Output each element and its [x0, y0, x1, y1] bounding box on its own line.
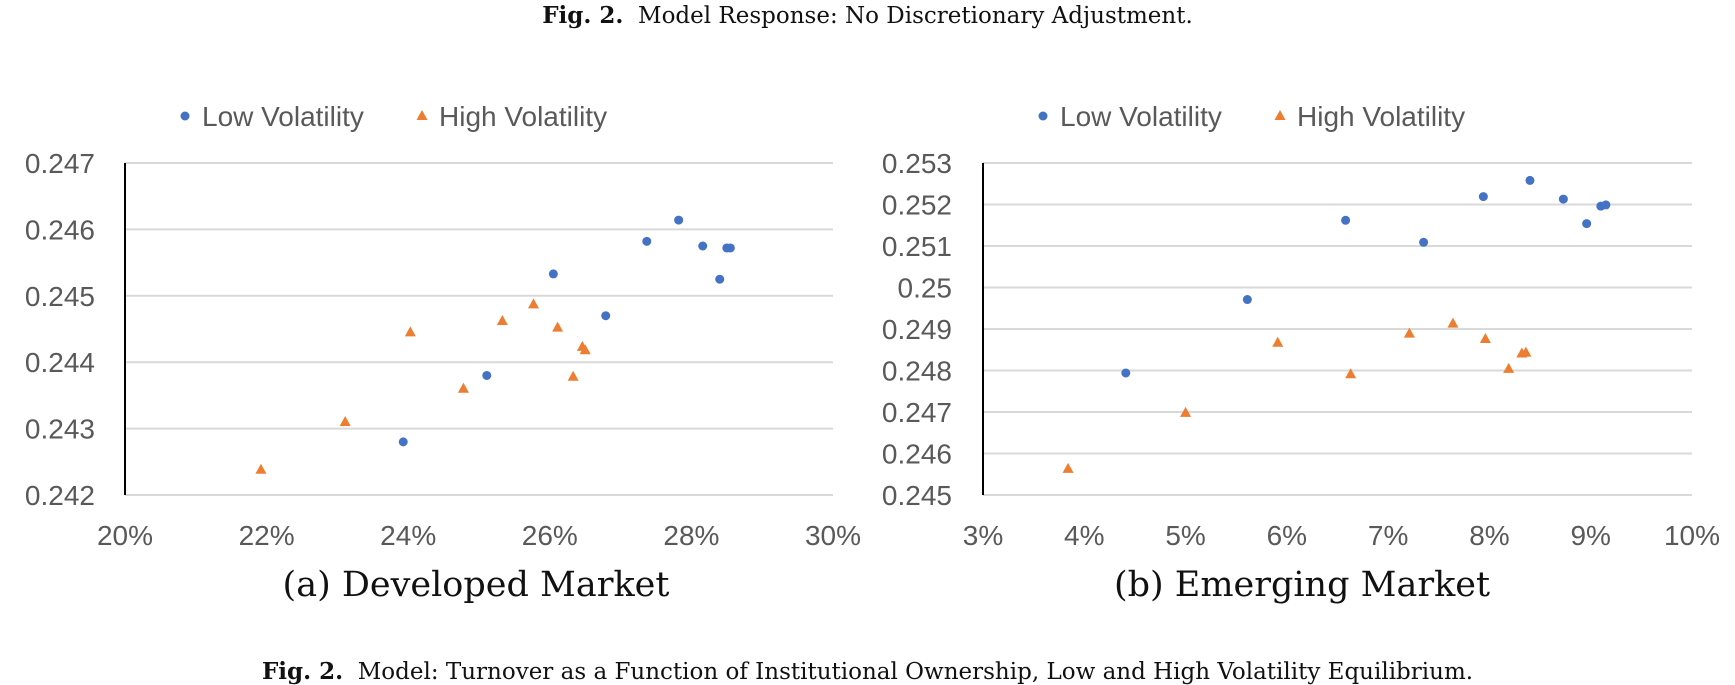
point-low-volatility	[1419, 237, 1429, 247]
point-high-volatility	[1520, 346, 1532, 357]
y-tick-label: 0.242	[25, 480, 95, 511]
legend-label-low-volatility: Low Volatility	[202, 101, 364, 132]
y-tick-label: 0.251	[882, 231, 952, 262]
point-low-volatility	[1121, 368, 1131, 378]
x-tick-label: 24%	[380, 520, 436, 551]
point-high-volatility	[255, 463, 267, 474]
figure-footer: Fig. 2. Model: Turnover as a Function of…	[0, 658, 1735, 685]
point-low-volatility	[1582, 219, 1592, 229]
point-low-volatility	[482, 370, 492, 380]
point-high-volatility	[339, 415, 351, 426]
y-tick-label: 0.25	[898, 273, 953, 304]
point-low-volatility	[642, 236, 652, 246]
chart-emerging: 0.245 0.246 0.247 0.248 0.249 0.25 0.251 0.252 0…	[882, 101, 1720, 605]
figure-footer-label: Fig. 2.	[261, 658, 344, 685]
legend-label-high-volatility: High Volatility	[1297, 101, 1465, 132]
point-high-volatility	[404, 326, 416, 337]
figure-header: Fig. 2. Model Response: No Discretionary…	[0, 2, 1735, 29]
x-tick-label: 4%	[1064, 520, 1104, 551]
x-tick-label: 5%	[1165, 520, 1205, 551]
point-low-volatility	[1525, 175, 1535, 185]
point-high-volatility	[567, 370, 579, 381]
y-tick-label: 0.246	[882, 439, 952, 470]
point-high-volatility	[1503, 362, 1515, 373]
point-high-volatility	[528, 298, 540, 309]
figure-label: Fig. 2.	[542, 2, 624, 29]
y-tick-label: 0.248	[882, 356, 952, 387]
point-high-volatility	[579, 344, 591, 355]
point-low-volatility	[1341, 215, 1351, 225]
legend: Low Volatility High Volatility	[180, 101, 607, 132]
y-tick-label: 0.244	[25, 347, 95, 378]
legend-marker-high-volatility	[416, 110, 428, 120]
legend-marker-low-volatility	[1038, 111, 1048, 121]
x-tick-label: 20%	[97, 520, 153, 551]
y-tick-label: 0.253	[882, 148, 952, 179]
y-tick-label: 0.252	[882, 190, 952, 221]
chart-developed: 0.242 0.243 0.244 0.245 0.246 0.247 20% 22% 24% 2…	[25, 101, 861, 605]
x-tick-label: 10%	[1664, 520, 1720, 551]
figure-title: Model Response: No Discretionary Adjustm…	[638, 3, 1193, 29]
x-tick-label: 9%	[1570, 520, 1610, 551]
y-tick-label: 0.249	[882, 314, 952, 345]
y-tick-label: 0.247	[25, 148, 95, 179]
point-high-volatility	[552, 321, 564, 332]
point-high-volatility	[496, 315, 508, 326]
point-high-volatility	[1345, 368, 1357, 379]
x-tick-label: 8%	[1469, 520, 1509, 551]
point-high-volatility	[1447, 317, 1459, 328]
chart-caption: (a) Developed Market	[283, 565, 670, 605]
point-high-volatility	[1062, 462, 1074, 473]
x-tick-label: 30%	[805, 520, 861, 551]
chart-caption: (b) Emerging Market	[1114, 565, 1490, 605]
point-low-volatility	[398, 437, 408, 447]
y-tick-label: 0.245	[25, 281, 95, 312]
y-tick-label: 0.245	[882, 480, 952, 511]
point-low-volatility	[725, 243, 735, 253]
point-low-volatility	[715, 274, 725, 284]
point-low-volatility	[674, 215, 684, 225]
point-low-volatility	[548, 269, 558, 279]
x-tick-label: 6%	[1267, 520, 1307, 551]
point-high-volatility	[457, 382, 469, 393]
point-high-volatility	[1403, 327, 1415, 338]
legend-marker-low-volatility	[180, 111, 190, 121]
legend-label-low-volatility: Low Volatility	[1060, 101, 1222, 132]
y-tick-label: 0.247	[882, 397, 952, 428]
point-low-volatility	[1601, 200, 1611, 210]
x-tick-label: 3%	[963, 520, 1003, 551]
x-tick-label: 7%	[1368, 520, 1408, 551]
point-low-volatility	[698, 241, 708, 251]
x-tick-label: 22%	[239, 520, 295, 551]
point-high-volatility	[1272, 336, 1284, 347]
x-tick-label: 26%	[522, 520, 578, 551]
point-high-volatility	[1180, 406, 1192, 417]
point-high-volatility	[1479, 332, 1491, 343]
y-tick-label: 0.243	[25, 414, 95, 445]
x-tick-label: 28%	[663, 520, 719, 551]
y-tick-label: 0.246	[25, 214, 95, 245]
legend-marker-high-volatility	[1274, 110, 1286, 120]
point-low-volatility	[1558, 194, 1568, 204]
legend-label-high-volatility: High Volatility	[439, 101, 607, 132]
point-low-volatility	[1478, 192, 1488, 202]
legend: Low Volatility High Volatility	[1038, 101, 1465, 132]
figure-footer-title: Model: Turnover as a Function of Institu…	[357, 659, 1474, 685]
point-low-volatility	[601, 311, 611, 321]
point-low-volatility	[1242, 295, 1252, 305]
